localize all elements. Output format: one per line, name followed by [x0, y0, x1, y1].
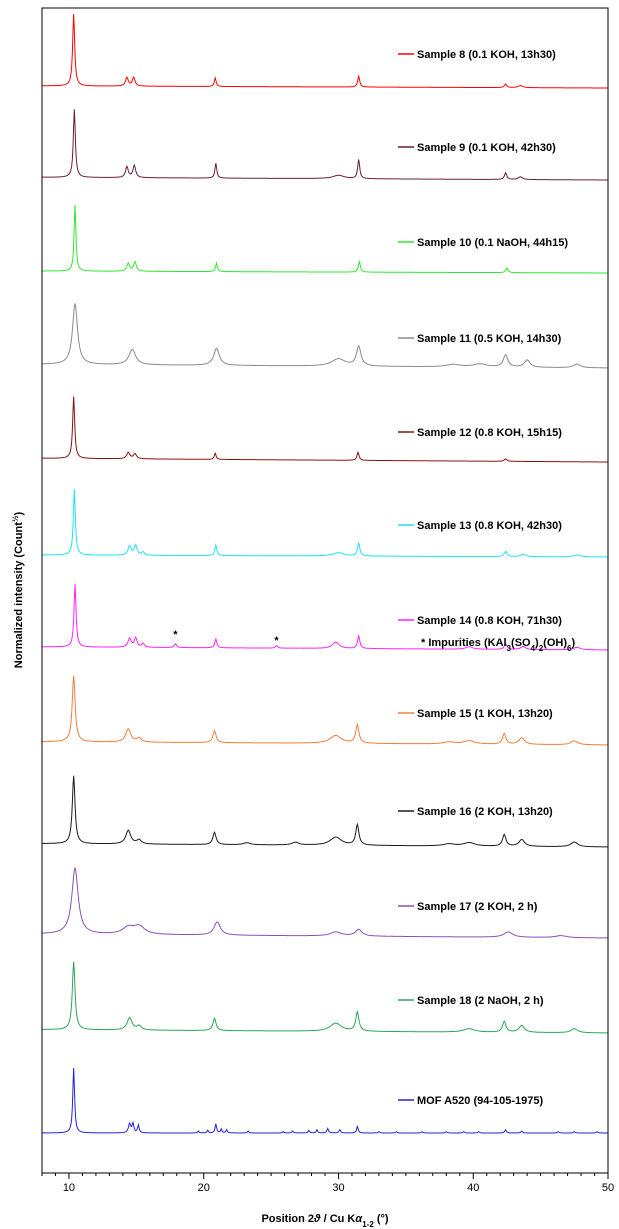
impurity-markers: * * — [173, 629, 279, 647]
legend-labels: Sample 8 (0.1 KOH, 13h30) Sample 9 (0.1 K… — [398, 49, 575, 1107]
series-trace — [42, 396, 609, 463]
legend-label: Sample 13 (0.8 KOH, 42h30) — [417, 520, 562, 532]
legend-label: Sample 9 (0.1 KOH, 42h30) — [417, 142, 556, 154]
legend-entry: Sample 13 (0.8 KOH, 42h30) — [398, 520, 562, 532]
legend-label: Sample 18 (2 NaOH, 2 h) — [417, 995, 544, 1007]
legend-label: Sample 12 (0.8 KOH, 15h15) — [417, 427, 562, 439]
x-axis-title: Position 2ϑ / Cu Kα1-2 (°) — [261, 1213, 388, 1229]
series-trace — [41, 866, 608, 939]
series-trace — [42, 1067, 608, 1134]
legend-entry: Sample 11 (0.5 KOH, 14h30) — [398, 333, 562, 345]
legend-label: Sample 10 (0.1 NaOH, 44h15) — [417, 237, 568, 249]
legend-entry: Sample 15 (1 KOH, 13h20) — [398, 708, 553, 720]
legend-entry: Sample 10 (0.1 NaOH, 44h15) — [398, 237, 568, 249]
legend-label: MOF A520 (94-105-1975) — [417, 1095, 543, 1107]
legend-entry: Sample 17 (2 KOH, 2 h) — [398, 901, 538, 913]
series-trace — [42, 675, 609, 746]
legend-label: Sample 8 (0.1 KOH, 13h30) — [417, 49, 556, 61]
legend-label: Sample 11 (0.5 KOH, 14h30) — [417, 333, 562, 345]
x-tick-label: 20 — [198, 1182, 210, 1194]
legend-entry: Sample 16 (2 KOH, 13h20) — [398, 806, 553, 818]
x-tick-label: 50 — [602, 1182, 614, 1194]
legend-entry: MOF A520 (94-105-1975) — [398, 1095, 543, 1107]
series-trace — [41, 961, 608, 1034]
impurity-marker: * — [173, 629, 178, 641]
series-trace — [42, 205, 608, 274]
legend-entry: Sample 14 (0.8 KOH, 71h30) — [398, 615, 562, 627]
legend-label: Sample 15 (1 KOH, 13h20) — [417, 708, 553, 720]
legend-label: Sample 16 (2 KOH, 13h20) — [417, 806, 553, 818]
series-trace — [42, 775, 609, 848]
impurity-marker: * — [274, 635, 279, 647]
legend-entry: Sample 8 (0.1 KOH, 13h30) — [398, 49, 556, 61]
series-traces — [41, 13, 609, 1134]
legend-entry: Sample 18 (2 NaOH, 2 h) — [398, 995, 544, 1007]
series-trace — [42, 109, 608, 181]
x-tick-label: 40 — [467, 1182, 479, 1194]
legend-label: Sample 17 (2 KOH, 2 h) — [417, 901, 538, 913]
series-trace — [42, 13, 609, 89]
y-axis-title: Normalized intensity (Count½) — [11, 511, 26, 668]
legend-entry: Sample 9 (0.1 KOH, 42h30) — [398, 142, 556, 154]
series-trace — [42, 583, 609, 651]
x-tick-label: 10 — [63, 1182, 75, 1194]
legend-label: Sample 14 (0.8 KOH, 71h30) — [417, 615, 562, 627]
series-trace — [41, 489, 608, 558]
series-trace — [41, 303, 609, 369]
x-tick-label: 30 — [332, 1182, 344, 1194]
x-axis: 10 20 30 40 50 — [41, 1173, 614, 1194]
impurity-label: * Impurities (KAl3(SO4)2(OH)6) — [421, 637, 575, 653]
legend-entry: Sample 12 (0.8 KOH, 15h15) — [398, 427, 562, 439]
